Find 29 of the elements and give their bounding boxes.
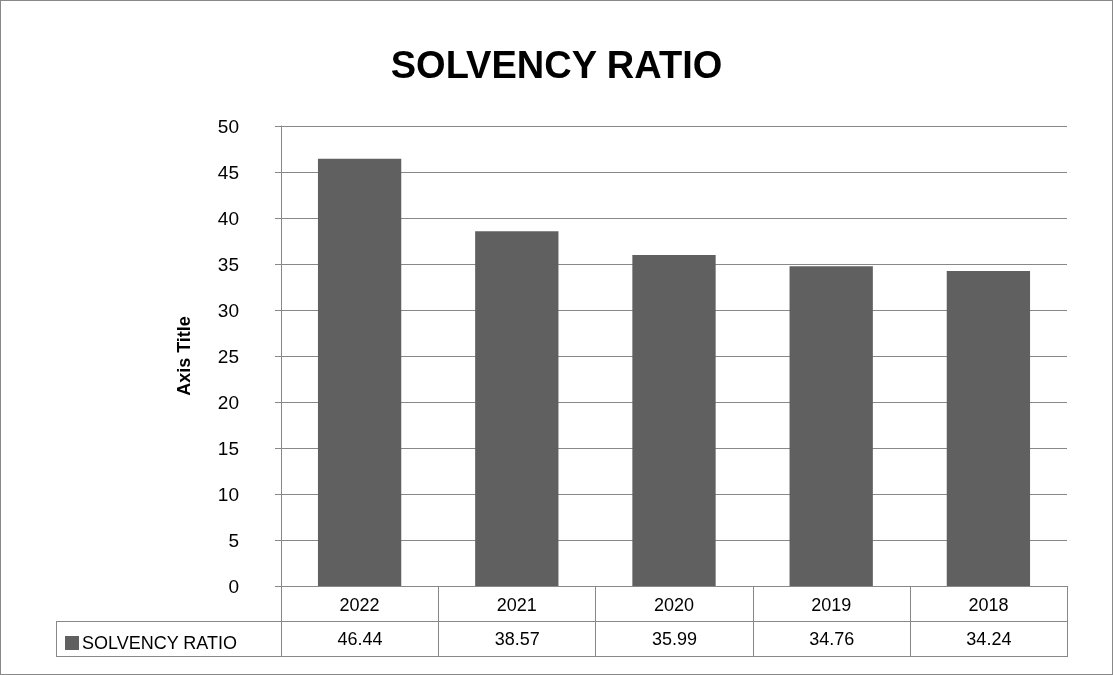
data-label: 34.24 [909, 621, 1068, 657]
bar [632, 254, 716, 586]
y-tick-label: 45 [217, 161, 239, 183]
x-tick-label: 2018 [968, 595, 1009, 615]
x-tick-label: 2020 [653, 595, 695, 615]
y-tick-label: 0 [228, 575, 239, 597]
x-tick-label: 2022 [339, 595, 380, 615]
data-label: 38.57 [438, 621, 597, 657]
y-tick-label: 10 [217, 483, 239, 505]
data-label: 35.99 [595, 621, 754, 657]
y-tick-label: 50 [217, 115, 239, 137]
chart-title: SOLVENCY RATIO [390, 44, 723, 86]
x-tick-label: 2019 [811, 595, 852, 615]
y-tick-label: 25 [217, 345, 239, 367]
bar [475, 231, 559, 586]
data-label: 34.76 [752, 621, 911, 657]
y-tick-label: 5 [228, 529, 239, 551]
y-tick-label: 30 [217, 299, 239, 321]
bar [946, 270, 1031, 586]
y-tick-label: 35 [217, 253, 239, 275]
y-axis-title: Axis Title [174, 316, 194, 396]
legend-label: SOLVENCY RATIO [82, 633, 238, 653]
y-tick-label: 20 [217, 391, 239, 413]
data-label: 46.44 [281, 621, 440, 657]
x-tick-label: 2021 [496, 595, 537, 615]
bar [789, 266, 873, 586]
bar [317, 158, 402, 586]
y-tick-label: 40 [217, 207, 239, 229]
y-tick-label: 15 [217, 437, 239, 459]
